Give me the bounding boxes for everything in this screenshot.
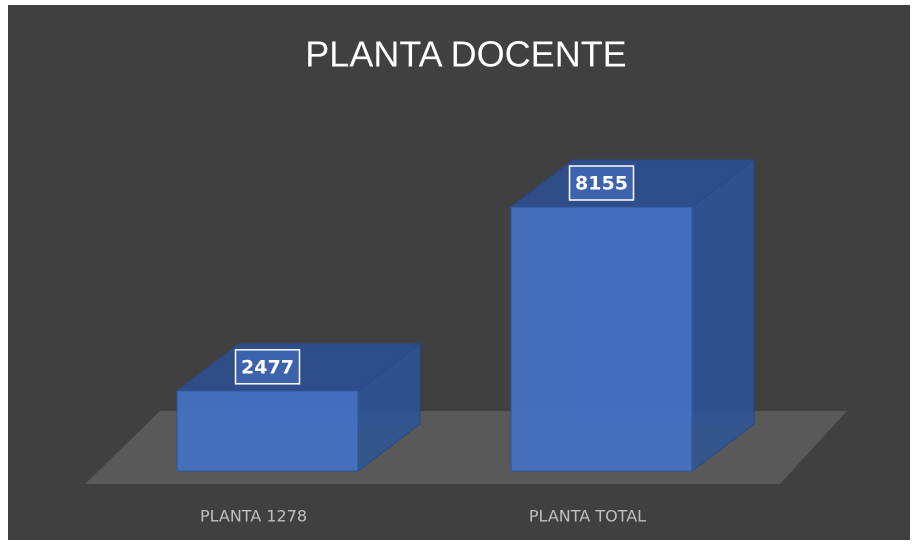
bar-side — [691, 158, 755, 473]
x-tick-label: PLANTA 1278 — [200, 507, 307, 526]
x-tick-label: PLANTA TOTAL — [529, 507, 646, 526]
value-label-box — [568, 165, 635, 201]
bar-front — [176, 390, 359, 472]
value-label-box — [234, 349, 301, 385]
value-label: 8155 — [575, 173, 628, 195]
value-label: 2477 — [241, 356, 294, 378]
bar — [509, 158, 756, 473]
bar-front — [510, 206, 693, 472]
chart-title: PLANTA DOCENTE — [305, 34, 626, 75]
